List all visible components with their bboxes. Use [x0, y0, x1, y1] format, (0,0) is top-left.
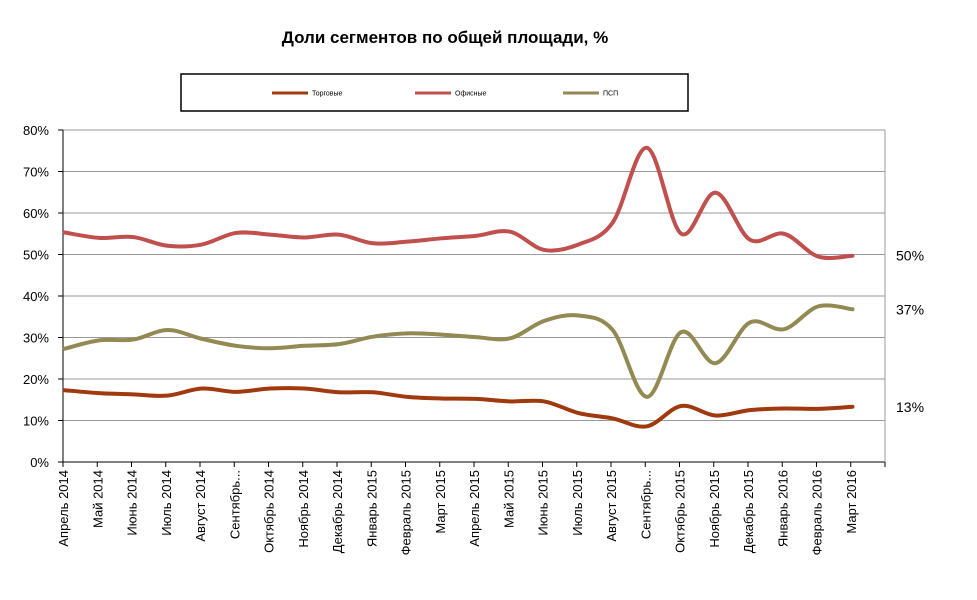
x-tick-label: Октябрь 2015 — [673, 470, 688, 553]
series-line — [62, 303, 855, 399]
gridlines — [63, 129, 885, 421]
legend-label: ПСП — [603, 91, 618, 98]
legend-label: Офисные — [455, 91, 487, 98]
x-tick-label: Февраль 2015 — [399, 470, 414, 555]
axes — [58, 129, 886, 467]
y-tick-label: 30% — [23, 331, 49, 346]
x-tick-label: Август 2015 — [604, 470, 619, 542]
y-tick-label: 80% — [23, 123, 49, 138]
x-tick-label: Ноябрь 2015 — [707, 470, 722, 548]
x-tick-label: Июль 2014 — [159, 470, 174, 536]
x-tick-label: Январь 2016 — [775, 470, 790, 547]
series-line — [62, 386, 855, 429]
y-tick-label: 10% — [23, 414, 49, 429]
x-tick-label: Сентябрь... — [638, 470, 653, 539]
x-tick-label: Апрель 2015 — [467, 470, 482, 547]
y-tick-label: 40% — [23, 289, 49, 304]
y-tick-label: 60% — [23, 206, 49, 221]
x-tick-label: Март 2016 — [844, 470, 859, 534]
x-tick-label: Февраль 2016 — [810, 470, 825, 555]
y-tick-label: 0% — [30, 455, 49, 470]
series-lines — [62, 145, 855, 429]
x-tick-label: Июль 2015 — [570, 470, 585, 536]
x-tick-label: Октябрь 2014 — [262, 470, 277, 553]
x-tick-label: Май 2015 — [501, 470, 516, 528]
x-tick-label: Декабрь 2015 — [741, 470, 756, 553]
x-tick-label: Май 2014 — [90, 470, 105, 528]
end-value-label: 50% — [896, 248, 924, 264]
tick-labels: 0% 10% 20% 30% 40% 50% 60% 70% 80% Апрель 2014 Май… — [23, 123, 924, 555]
y-tick-label: 70% — [23, 165, 49, 180]
x-tick-label: Январь 2015 — [364, 470, 379, 547]
series-line — [62, 145, 855, 261]
chart-title: Доли сегментов по общей площади, % — [281, 28, 609, 47]
x-tick-label: Июнь 2014 — [125, 470, 140, 536]
legend-label: Торговые — [312, 91, 343, 98]
x-tick-label: Март 2015 — [433, 470, 448, 534]
x-tick-label: Август 2014 — [193, 470, 208, 542]
end-value-label: 37% — [896, 301, 924, 317]
end-value-label: 13% — [896, 399, 924, 415]
x-tick-label: Июнь 2015 — [536, 470, 551, 536]
x-tick-label: Апрель 2014 — [56, 470, 71, 547]
x-tick-label: Декабрь 2014 — [330, 470, 345, 553]
x-tick-label: Ноябрь 2014 — [296, 470, 311, 548]
y-tick-label: 50% — [23, 248, 49, 263]
legend: Торговые Офисные ПСП — [180, 73, 689, 112]
x-tick-label: Сентябрь... — [227, 470, 242, 539]
y-tick-label: 20% — [23, 372, 49, 387]
